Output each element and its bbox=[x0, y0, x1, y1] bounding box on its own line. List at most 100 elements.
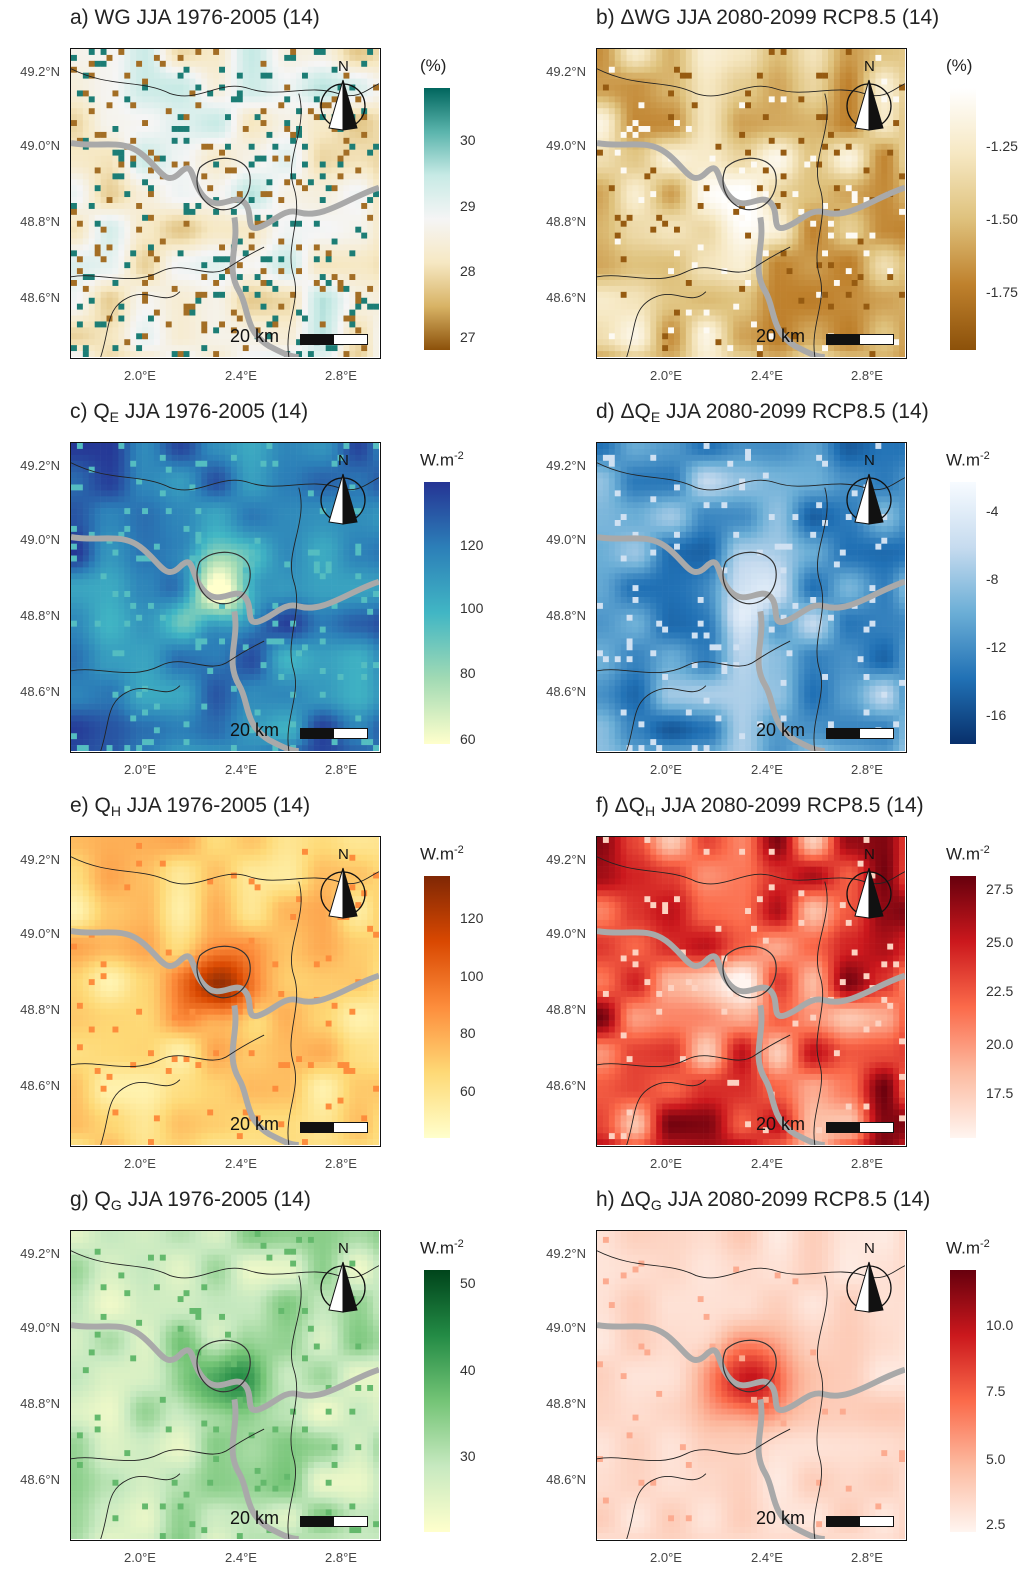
seine-river bbox=[71, 534, 379, 625]
panel-title-subscript: G bbox=[111, 1197, 122, 1213]
paris-boundary bbox=[722, 551, 777, 605]
longitude-label: 2.4°E bbox=[751, 1550, 783, 1565]
panel-title: h) ΔQG JJA 2080-2099 RCP8.5 (14) bbox=[596, 1188, 930, 1213]
colorbar-unit: (%) bbox=[420, 56, 446, 76]
scale-bar-label: 20 km bbox=[756, 1114, 805, 1135]
marne-river bbox=[229, 1398, 299, 1539]
panel-title-text: JJA 2080-2099 RCP8.5 (14) bbox=[655, 794, 924, 817]
department-boundary bbox=[626, 1473, 707, 1539]
latitude-label: 49.0°N bbox=[546, 1320, 586, 1335]
north-arrow: N bbox=[844, 58, 894, 134]
north-arrow-label: N bbox=[338, 452, 349, 469]
scale-bar-label: 20 km bbox=[230, 1114, 279, 1135]
latitude-label: 48.8°N bbox=[20, 214, 60, 229]
latitude-label: 49.0°N bbox=[546, 926, 586, 941]
map-grid bbox=[597, 1231, 905, 1539]
colorbar-tick-label: 80 bbox=[450, 665, 476, 681]
map-panel: c) QE JJA 1976-2005 (14) 49.2°N 49.0°N 48.8… bbox=[0, 394, 512, 788]
colorbar bbox=[424, 1270, 450, 1532]
colorbar-unit-text: W.m bbox=[946, 1239, 980, 1258]
scale-bar-graphic bbox=[300, 728, 368, 739]
map-frame bbox=[596, 1230, 907, 1541]
longitude-label: 2.0°E bbox=[650, 368, 682, 383]
latitude-label: 48.8°N bbox=[20, 1396, 60, 1411]
panel-title-text: JJA 1976-2005 (14) bbox=[119, 400, 308, 423]
panel-title: a) WG JJA 1976-2005 (14) bbox=[70, 6, 320, 30]
colorbar-unit-superscript: -2 bbox=[980, 1238, 990, 1250]
seine-river bbox=[71, 140, 379, 231]
colorbar-tick-label: 28 bbox=[450, 263, 476, 279]
longitude-label: 2.4°E bbox=[225, 1156, 257, 1171]
map-panel: a) WG JJA 1976-2005 (14) 49.2°N 49.0°N 48.8… bbox=[0, 0, 512, 394]
colorbar-tick-label: -1.50 bbox=[976, 211, 1018, 227]
map-frame bbox=[70, 48, 381, 359]
latitude-label: 48.6°N bbox=[20, 1472, 60, 1487]
compass-icon bbox=[846, 1261, 892, 1313]
map-grid bbox=[597, 443, 905, 751]
seine-river bbox=[597, 1322, 905, 1413]
map-panel: f) ΔQH JJA 2080-2099 RCP8.5 (14) 49.2°N 49… bbox=[526, 788, 1024, 1182]
latitude-label: 48.8°N bbox=[546, 1002, 586, 1017]
panel-title-text: JJA 1976-2005 (14) bbox=[122, 1188, 311, 1211]
latitude-label: 48.6°N bbox=[546, 684, 586, 699]
map-grid bbox=[71, 49, 379, 357]
paris-boundary bbox=[722, 945, 777, 999]
colorbar-unit: W.m-2 bbox=[420, 450, 464, 471]
department-boundary bbox=[626, 1079, 707, 1145]
longitude-label: 2.8°E bbox=[325, 1156, 357, 1171]
paris-boundary bbox=[722, 1339, 777, 1393]
scale-bar-label: 20 km bbox=[756, 720, 805, 741]
marne-river bbox=[229, 610, 299, 751]
longitude-label: 2.4°E bbox=[225, 368, 257, 383]
colorbar bbox=[424, 482, 450, 744]
scale-bar-graphic bbox=[826, 1122, 894, 1133]
latitude-label: 48.8°N bbox=[20, 1002, 60, 1017]
latitude-label: 48.8°N bbox=[546, 608, 586, 623]
panel-title: g) QG JJA 1976-2005 (14) bbox=[70, 1188, 311, 1213]
department-boundary bbox=[71, 640, 265, 674]
colorbar bbox=[424, 876, 450, 1138]
department-boundary bbox=[597, 640, 791, 674]
colorbar bbox=[950, 482, 976, 744]
colorbar-tick-label: 30 bbox=[450, 132, 476, 148]
latitude-label: 49.0°N bbox=[20, 1320, 60, 1335]
compass-icon bbox=[320, 1261, 366, 1313]
colorbar-unit-superscript: -2 bbox=[980, 450, 990, 462]
colorbar-tick-label: 120 bbox=[449, 537, 483, 553]
colorbar bbox=[424, 88, 450, 350]
north-arrow-label: N bbox=[338, 846, 349, 863]
compass-icon bbox=[846, 867, 892, 919]
colorbar-tick-label: -1.75 bbox=[976, 284, 1018, 300]
longitude-label: 2.0°E bbox=[650, 1156, 682, 1171]
department-boundary bbox=[100, 685, 181, 751]
seine-river bbox=[597, 928, 905, 1019]
panel-title: d) ΔQE JJA 2080-2099 RCP8.5 (14) bbox=[596, 400, 929, 425]
seine-river bbox=[597, 534, 905, 625]
department-boundary bbox=[813, 1275, 828, 1539]
north-arrow: N bbox=[844, 846, 894, 922]
map-frame bbox=[596, 48, 907, 359]
colorbar bbox=[950, 876, 976, 1138]
department-boundary bbox=[813, 93, 828, 357]
colorbar-tick-label: 100 bbox=[449, 600, 483, 616]
longitude-label: 2.0°E bbox=[124, 762, 156, 777]
map-grid bbox=[71, 1231, 379, 1539]
colorbar-tick-label: 100 bbox=[449, 968, 483, 984]
colorbar bbox=[950, 88, 976, 350]
north-arrow: N bbox=[844, 1240, 894, 1316]
department-boundary bbox=[287, 487, 302, 751]
longitude-label: 2.8°E bbox=[325, 368, 357, 383]
panel-title: f) ΔQH JJA 2080-2099 RCP8.5 (14) bbox=[596, 794, 924, 819]
map-panel: d) ΔQE JJA 2080-2099 RCP8.5 (14) 49.2°N 49… bbox=[526, 394, 1024, 788]
latitude-label: 49.2°N bbox=[20, 852, 60, 867]
department-boundary bbox=[287, 1275, 302, 1539]
scale-bar-graphic bbox=[300, 334, 368, 345]
colorbar bbox=[950, 1270, 976, 1532]
colorbar-unit: W.m-2 bbox=[946, 1238, 990, 1259]
colorbar-unit-text: W.m bbox=[420, 1239, 454, 1258]
longitude-label: 2.4°E bbox=[751, 762, 783, 777]
scale-bar-graphic bbox=[826, 728, 894, 739]
colorbar-tick-label: 17.5 bbox=[975, 1085, 1013, 1101]
compass-icon bbox=[846, 79, 892, 131]
colorbar-unit-text: W.m bbox=[946, 451, 980, 470]
